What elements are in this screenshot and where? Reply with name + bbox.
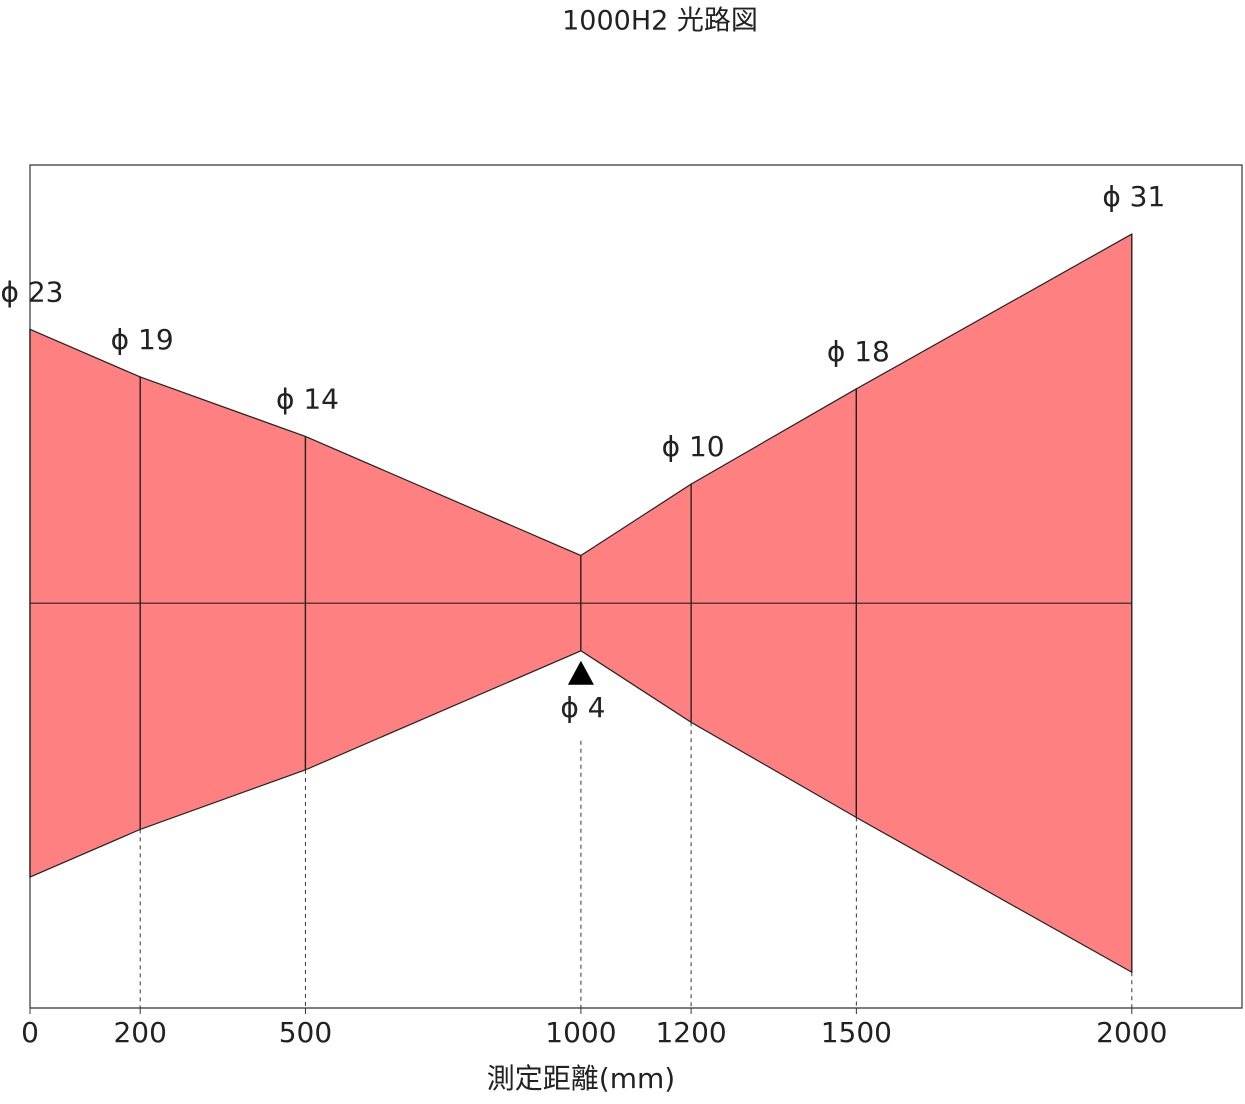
x-tick-label: 200: [113, 1016, 166, 1049]
x-tick-label: 1500: [821, 1016, 892, 1049]
chart-title: 1000H2 光路図: [562, 6, 758, 37]
value-label: ϕ 4: [560, 691, 605, 724]
value-label: ϕ 10: [662, 430, 725, 463]
value-label: ϕ 14: [276, 382, 339, 415]
x-tick-label: 1000: [545, 1016, 616, 1049]
value-label: ϕ 18: [827, 335, 890, 368]
x-tick-label: 1200: [655, 1016, 726, 1049]
value-label: ϕ 19: [111, 323, 174, 356]
x-tick-label: 0: [21, 1016, 39, 1049]
x-tick-label: 2000: [1096, 1016, 1167, 1049]
value-label: ϕ 23: [1, 275, 64, 308]
x-axis-label: 測定距離(mm): [487, 1062, 675, 1095]
x-tick-label: 500: [279, 1016, 332, 1049]
focus-marker: [567, 660, 594, 685]
value-label: ϕ 31: [1102, 180, 1165, 213]
